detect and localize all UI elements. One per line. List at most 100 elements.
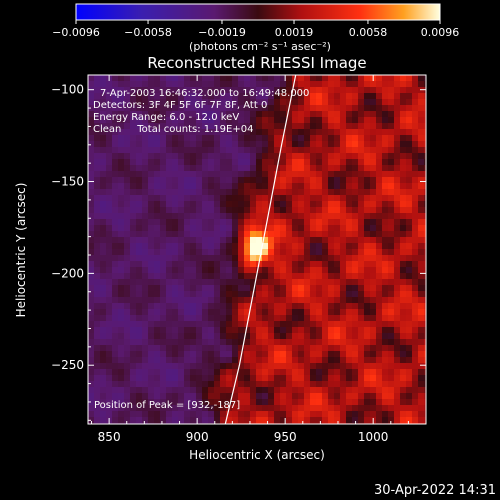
heatmap-cell <box>244 81 251 88</box>
colorbar <box>75 3 441 21</box>
heatmap-cell <box>352 393 359 400</box>
heatmap-cell <box>88 351 95 358</box>
heatmap-cell <box>262 195 269 202</box>
heatmap-cell <box>280 255 287 262</box>
heatmap-cell <box>208 387 215 394</box>
heatmap-cell <box>280 291 287 298</box>
heatmap-cell <box>376 243 383 250</box>
heatmap-cell <box>256 117 263 124</box>
heatmap-cell <box>400 303 407 310</box>
heatmap-cell <box>286 135 293 142</box>
heatmap-cell <box>196 189 203 196</box>
heatmap-cell <box>172 87 179 94</box>
heatmap-cell <box>274 387 281 394</box>
heatmap-cell <box>130 285 137 292</box>
y-tick-label: −200 <box>51 266 84 280</box>
heatmap-cell <box>244 159 251 166</box>
heatmap-cell <box>412 303 419 310</box>
heatmap-cell <box>130 195 137 202</box>
heatmap-cell <box>106 141 113 148</box>
heatmap-cell <box>172 117 179 124</box>
heatmap-cell <box>154 147 161 154</box>
heatmap-cell <box>328 237 335 244</box>
heatmap-cell <box>244 201 251 208</box>
heatmap-cell <box>352 291 359 298</box>
heatmap-cell <box>358 321 365 328</box>
heatmap-cell <box>184 255 191 262</box>
heatmap-cell <box>208 339 215 346</box>
heatmap-cell <box>298 177 305 184</box>
heatmap-cell <box>418 267 425 274</box>
heatmap-cell <box>340 189 347 196</box>
heatmap-cell <box>304 309 311 316</box>
heatmap-cell <box>382 279 389 286</box>
heatmap-cell <box>328 351 335 358</box>
heatmap-cell <box>202 75 209 82</box>
heatmap-cell <box>142 201 149 208</box>
heatmap-cell <box>160 123 167 130</box>
heatmap-cell <box>328 315 335 322</box>
heatmap-cell <box>142 315 149 322</box>
heatmap-cell <box>88 159 95 166</box>
heatmap-cell <box>238 231 245 238</box>
heatmap-cell <box>196 105 203 112</box>
heatmap-cell <box>262 159 269 166</box>
heatmap-cell <box>316 135 323 142</box>
heatmap-cell <box>88 165 95 172</box>
heatmap-cell <box>154 249 161 256</box>
heatmap-cell <box>166 183 173 190</box>
heatmap-cell <box>334 333 341 340</box>
heatmap-cell <box>256 147 263 154</box>
heatmap-cell <box>388 243 395 250</box>
heatmap-cell <box>136 225 143 232</box>
heatmap-cell <box>142 225 149 232</box>
heatmap-cell <box>88 387 95 394</box>
heatmap-cell <box>340 237 347 244</box>
heatmap-cell <box>220 297 227 304</box>
heatmap-cell <box>382 309 389 316</box>
heatmap-cell <box>124 399 131 406</box>
heatmap-cell <box>376 261 383 268</box>
heatmap-cell <box>322 135 329 142</box>
heatmap-cell <box>256 111 263 118</box>
heatmap-cell <box>358 171 365 178</box>
heatmap-cell <box>322 339 329 346</box>
heatmap-cell <box>112 261 119 268</box>
heatmap-cell <box>142 123 149 130</box>
heatmap-cell <box>184 177 191 184</box>
heatmap-cell <box>280 261 287 268</box>
heatmap-cell <box>382 417 389 424</box>
heatmap-cell <box>88 189 95 196</box>
heatmap-cell <box>214 303 221 310</box>
heatmap-cell <box>202 381 209 388</box>
heatmap-cell <box>340 267 347 274</box>
heatmap-cell <box>406 321 413 328</box>
heatmap-cell <box>130 165 137 172</box>
heatmap-cell <box>124 273 131 280</box>
heatmap-cell <box>400 141 407 148</box>
heatmap-cell <box>94 279 101 286</box>
heatmap-cell <box>220 399 227 406</box>
heatmap-cell <box>130 183 137 190</box>
heatmap-cell <box>382 225 389 232</box>
heatmap-cell <box>310 183 317 190</box>
heatmap-cell <box>334 321 341 328</box>
heatmap-cell <box>208 87 215 94</box>
heatmap-cell <box>202 387 209 394</box>
heatmap-cell <box>406 213 413 220</box>
heatmap-cell <box>148 213 155 220</box>
heatmap-cell <box>262 141 269 148</box>
heatmap-cell <box>196 279 203 286</box>
heatmap-cell <box>190 273 197 280</box>
heatmap-cell <box>406 171 413 178</box>
heatmap-cell <box>94 273 101 280</box>
heatmap-cell <box>304 405 311 412</box>
heatmap-cell <box>166 135 173 142</box>
heatmap-cell <box>154 393 161 400</box>
heatmap-cell <box>400 177 407 184</box>
heatmap-cell <box>406 177 413 184</box>
heatmap-cell <box>352 279 359 286</box>
heatmap-cell <box>328 333 335 340</box>
heatmap-cell <box>112 315 119 322</box>
heatmap-cell <box>94 135 101 142</box>
